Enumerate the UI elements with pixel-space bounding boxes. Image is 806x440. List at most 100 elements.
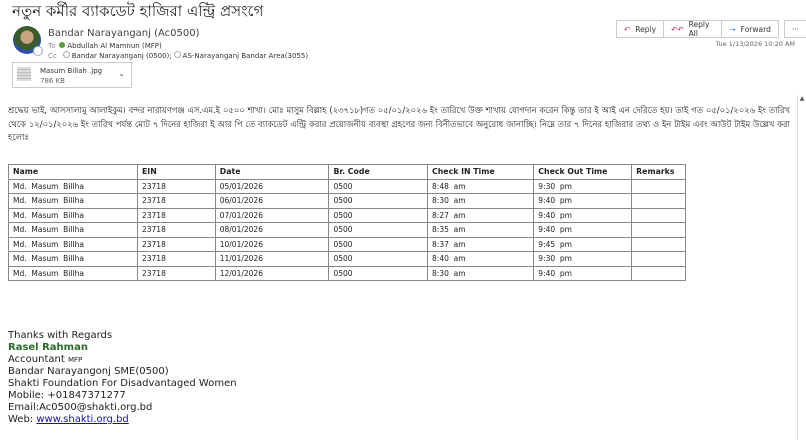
table-cell: 9:45 pm bbox=[533, 236, 633, 252]
image-thumbnail-icon bbox=[17, 67, 31, 81]
table-cell bbox=[631, 207, 686, 223]
cc-line: Cc Bandar Narayanganj (0500); AS-Narayanga… bbox=[48, 51, 308, 60]
signature-mobile: Mobile: +01847371277 bbox=[8, 389, 126, 401]
table-cell: 07/01/2026 bbox=[214, 207, 330, 223]
signature: Thanks with Regards Rasel Rahman Account… bbox=[8, 330, 237, 425]
cc-label: Cc bbox=[48, 52, 57, 60]
table-cell: 10/01/2026 bbox=[214, 236, 330, 252]
table-row: Md. Masum Billha 23718 05/01/2026 0500 8:48 … bbox=[8, 178, 686, 194]
table-cell: 0500 bbox=[328, 265, 429, 281]
cc-recipient[interactable]: AS-Narayanganj Bandar Area(3055) bbox=[182, 52, 309, 60]
presence-status-icon bbox=[33, 46, 43, 56]
email-body-text: শ্রদ্ধেয় ভাই, আসসালামু আলাইকুম। বন্দর ন… bbox=[8, 105, 790, 142]
signature-org: Shakti Foundation For Disadvantaged Wome… bbox=[8, 378, 237, 390]
table-cell: 9:40 pm bbox=[533, 222, 633, 238]
table-cell: 8:40 am bbox=[427, 251, 535, 267]
forward-icon: → bbox=[729, 24, 736, 34]
to-label: To bbox=[48, 42, 56, 50]
reply-all-label: Reply All bbox=[688, 20, 710, 38]
reply-button[interactable]: ↶ Reply bbox=[616, 20, 665, 38]
column-header: Check Out Time bbox=[533, 164, 633, 180]
table-cell: 23718 bbox=[136, 265, 216, 281]
attachment-size: 786 KB bbox=[40, 77, 65, 85]
table-cell: 0500 bbox=[328, 251, 429, 267]
table-cell: Md. Masum Billha bbox=[8, 193, 138, 209]
table-row: Md. Masum Billha 23718 07/01/2026 0500 8:27 … bbox=[8, 207, 686, 223]
table-cell: 8:27 am bbox=[427, 207, 535, 223]
table-cell: 0500 bbox=[328, 178, 429, 194]
chevron-down-icon[interactable]: ⌄ bbox=[118, 69, 125, 78]
table-cell: 9:30 pm bbox=[533, 178, 633, 194]
forward-label: Forward bbox=[740, 24, 771, 34]
cc-recipient[interactable]: Bandar Narayanganj (0500); bbox=[71, 52, 172, 60]
signature-web-line: Web: www.shakti.org.bd bbox=[8, 414, 237, 426]
more-actions-button[interactable]: ··· bbox=[783, 20, 806, 38]
table-cell: 8:37 am bbox=[427, 236, 535, 252]
signature-branch: Bandar Narayangonj SME(0500) bbox=[8, 366, 169, 378]
column-header: Check IN Time bbox=[427, 164, 535, 180]
forward-button[interactable]: → Forward bbox=[721, 20, 779, 38]
table-cell: Md. Masum Billha bbox=[8, 207, 138, 223]
reply-all-button[interactable]: ↶↶ Reply All bbox=[663, 20, 723, 38]
column-header: EIN bbox=[136, 164, 216, 180]
table-row: Md. Masum Billha 23718 06/01/2026 0500 8:30 … bbox=[8, 193, 686, 209]
table-row: Md. Masum Billha 23718 11/01/2026 0500 8:40 … bbox=[8, 251, 686, 267]
table-cell bbox=[631, 251, 686, 267]
table-cell bbox=[631, 236, 686, 252]
table-cell: 9:30 pm bbox=[533, 251, 633, 267]
signature-name: Rasel Rahman bbox=[8, 341, 88, 353]
message-actions: ↶ Reply ↶↶ Reply All → Forward ··· bbox=[616, 20, 806, 38]
table-cell: 8:48 am bbox=[427, 178, 535, 194]
online-status-icon bbox=[59, 42, 66, 48]
table-cell: Md. Masum Billha bbox=[8, 222, 138, 238]
status-icon bbox=[173, 51, 181, 58]
to-recipient[interactable]: Abdullah Al Mamnun (MFP) bbox=[67, 42, 162, 50]
table-cell: 0500 bbox=[328, 207, 429, 223]
sender-name[interactable]: Bandar Narayanganj (Ac0500) bbox=[48, 28, 200, 39]
attendance-table: Name EIN Date Br. Code Check IN Time Check Ou… bbox=[8, 164, 686, 281]
table-cell: 08/01/2026 bbox=[214, 222, 330, 238]
table-cell: 23718 bbox=[136, 207, 216, 223]
table-cell bbox=[631, 222, 686, 238]
table-cell: 0500 bbox=[328, 236, 429, 252]
table-cell bbox=[631, 265, 686, 281]
reply-all-icon: ↶↶ bbox=[671, 24, 684, 34]
table-cell: 23718 bbox=[136, 222, 216, 238]
table-cell: 23718 bbox=[136, 193, 216, 209]
table-cell: 9:40 pm bbox=[533, 193, 633, 209]
table-cell bbox=[631, 178, 686, 194]
table-row: Md. Masum Billha 23718 08/01/2026 0500 8:35 … bbox=[8, 222, 686, 238]
signature-title-suffix: MFP bbox=[67, 355, 83, 364]
column-header: Br. Code bbox=[328, 164, 429, 180]
scrollbar[interactable]: ▲ bbox=[797, 95, 806, 440]
table-cell: 0500 bbox=[328, 193, 429, 209]
table-cell: 9:40 pm bbox=[533, 207, 633, 223]
table-cell bbox=[631, 193, 686, 209]
table-cell: Md. Masum Billha bbox=[8, 265, 138, 281]
table-cell: 8:30 am bbox=[427, 265, 535, 281]
table-cell: 23718 bbox=[136, 178, 216, 194]
signature-title-line: Accountant MFP bbox=[8, 354, 237, 367]
table-cell: Md. Masum Billha bbox=[8, 178, 138, 194]
table-cell: 05/01/2026 bbox=[214, 178, 330, 194]
column-header: Date bbox=[214, 164, 330, 180]
table-cell: 23718 bbox=[136, 251, 216, 267]
website-link[interactable]: www.shakti.org.bd bbox=[36, 413, 129, 425]
table-cell: 9:40 pm bbox=[533, 265, 633, 281]
to-line: To Abdullah Al Mamnun (MFP) bbox=[48, 42, 162, 50]
sender-avatar[interactable] bbox=[13, 26, 43, 56]
table-cell: Md. Masum Billha bbox=[8, 251, 138, 267]
table-cell: 06/01/2026 bbox=[214, 193, 330, 209]
table-cell: 0500 bbox=[328, 222, 429, 238]
attachment[interactable]: Masum Billah .jpg 786 KB ⌄ bbox=[12, 62, 132, 88]
timestamp: Tue 1/13/2026 10:20 AM bbox=[715, 40, 795, 48]
web-label: Web: bbox=[8, 413, 37, 425]
table-row: Md. Masum Billha 23718 12/01/2026 0500 8:30 … bbox=[8, 265, 686, 281]
table-header-row: Name EIN Date Br. Code Check IN Time Check Ou… bbox=[8, 164, 686, 180]
attachment-name: Masum Billah .jpg bbox=[40, 67, 103, 75]
email-subject: নতুন কর্মীর ব্যাকডেট হাজিরা এন্ট্রি প্রস… bbox=[12, 2, 264, 20]
table-cell: 23718 bbox=[136, 236, 216, 252]
column-header: Name bbox=[8, 164, 138, 180]
scroll-up-icon[interactable]: ▲ bbox=[799, 95, 805, 102]
column-header: Remarks bbox=[631, 164, 686, 180]
